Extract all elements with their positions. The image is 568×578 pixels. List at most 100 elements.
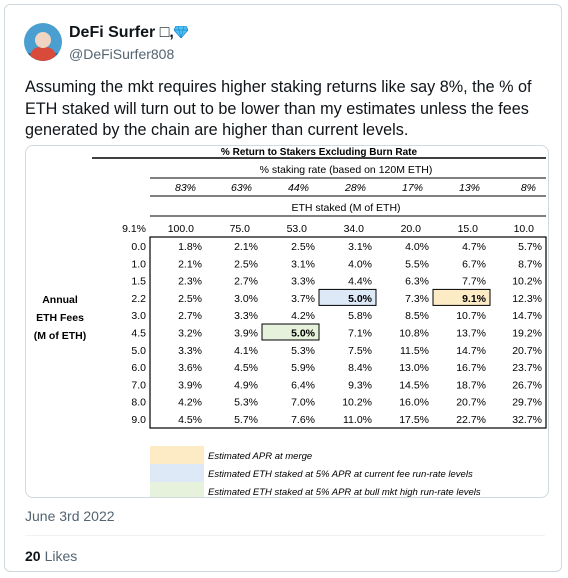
table-cell: 2.7% [234,276,258,288]
likes-label: Likes [44,548,78,564]
table-cell: 5.0% [348,293,373,305]
table-cell: 3.1% [291,258,315,270]
gem-icon [173,26,188,38]
table-cell: 3.0% [234,293,258,305]
staking-rate-label: 8% [521,182,536,194]
table-cell: 7.5% [348,345,372,357]
table-cell: 32.7% [512,414,542,426]
likes-count[interactable]: 20 Likes [25,548,77,564]
tweet-card: DeFi Surfer □, @DeFiSurfer808 Assuming t… [4,4,562,572]
table-cell: 29.7% [512,397,542,409]
table-cell: 7.3% [405,293,429,305]
tweet-image[interactable]: % Return to Stakers Excluding Burn Rate … [25,145,549,498]
table-cell: 6.7% [462,258,486,270]
fee-label: 0.0 [131,241,146,253]
eth-staked-label: 20.0 [401,223,422,235]
table-cell: 16.0% [399,397,429,409]
table-cell: 3.3% [234,310,258,322]
legend-label: Estimated ETH staked at 5% APR at bull m… [208,487,481,497]
table-cell: 3.9% [234,328,258,340]
author-name-text[interactable]: DeFi Surfer [69,24,156,41]
staking-rate-label: 83% [175,182,196,194]
table-cell: 8.5% [405,310,429,322]
table-cell: 9.1% [462,293,487,305]
table-cell: 5.8% [348,310,372,322]
table-cell: 14.7% [512,310,542,322]
staking-rate-label: 44% [288,182,309,194]
staking-rate-label: 17% [402,182,423,194]
fee-label: 8.0 [131,397,146,409]
table-cell: 2.5% [178,293,202,305]
highlight-cell [261,323,320,341]
table-cell: 3.3% [291,276,315,288]
table-cell: 7.0% [291,397,315,409]
table-cell: 5.7% [518,241,542,253]
table-cell: 4.1% [234,345,258,357]
eth-staked-label: 34.0 [344,223,365,235]
staking-rate-label: 13% [459,182,480,194]
table-cell: 2.1% [234,241,258,253]
table-cell: 17.5% [399,414,429,426]
table-cell: 8.7% [518,258,542,270]
likes-number: 20 [25,548,41,564]
table-cell: 4.7% [462,241,486,253]
highlight-cell [318,288,377,306]
table-cell: 4.2% [178,397,202,409]
table-cell: 18.7% [456,379,486,391]
tweet-date[interactable]: June 3rd 2022 [25,508,115,524]
table-cell: 5.3% [291,345,315,357]
row-label-1: Annual [42,294,78,306]
table-cell: 4.0% [405,241,429,253]
table-cell: 4.5% [178,414,202,426]
legend-swatch [150,482,204,497]
legend-label: Estimated APR at merge [208,451,312,462]
table-cell: 6.3% [405,276,429,288]
eth-staked-label: 75.0 [230,223,251,235]
table-cell: 7.6% [291,414,315,426]
table-cell: 6.4% [291,379,315,391]
table-cell: 5.7% [234,414,258,426]
author-name[interactable]: DeFi Surfer □, [69,24,188,42]
staking-return-table: % Return to Stakers Excluding Burn Rate … [34,147,547,497]
table-cell: 10.2% [342,397,372,409]
table-cell: 14.7% [456,345,486,357]
fee-label: 3.0 [131,310,146,322]
table-cell: 11.0% [343,414,372,426]
author-name-symbol: □ [159,24,170,41]
table-cell: 10.7% [456,310,486,322]
highlight-cell [432,288,491,306]
fee-label: 7.0 [131,379,146,391]
staking-rate-header: % staking rate (based on 120M ETH) [260,164,433,176]
fee-label: 6.0 [131,362,146,374]
author-handle[interactable]: @DeFiSurfer808 [69,46,175,62]
table-cell: 3.3% [178,345,202,357]
fee-label: 1.0 [131,258,146,270]
corner-value: 9.1% [122,223,146,235]
fee-label: 2.2 [131,293,146,305]
table-cell: 2.3% [178,276,202,288]
eth-staked-header: ETH staked (M of ETH) [291,202,400,214]
table-cell: 3.9% [178,379,202,391]
table-cell: 8.4% [348,362,372,374]
eth-staked-label: 15.0 [458,223,479,235]
eth-staked-label: 10.0 [514,223,535,235]
staking-rate-label: 28% [344,182,366,194]
table-cell: 14.5% [399,379,429,391]
eth-staked-label: 53.0 [287,223,308,235]
eth-staked-label: 100.0 [168,223,194,235]
legend-label: Estimated ETH staked at 5% APR at curren… [208,469,473,480]
table-cell: 7.1% [348,328,372,340]
legend-swatch [150,446,204,464]
table-cell: 2.5% [291,241,315,253]
table-cell: 23.7% [512,362,542,374]
table-cell: 4.0% [348,258,372,270]
table-cell: 20.7% [512,345,542,357]
staking-rate-label: 63% [231,182,252,194]
table-cell: 22.7% [456,414,486,426]
table-cell: 3.2% [178,328,202,340]
table-cell: 7.7% [462,276,486,288]
avatar[interactable] [24,23,62,61]
table-cell: 10.2% [512,276,542,288]
tweet-text: Assuming the mkt requires higher staking… [25,78,532,139]
table-cell: 1.8% [178,241,202,253]
